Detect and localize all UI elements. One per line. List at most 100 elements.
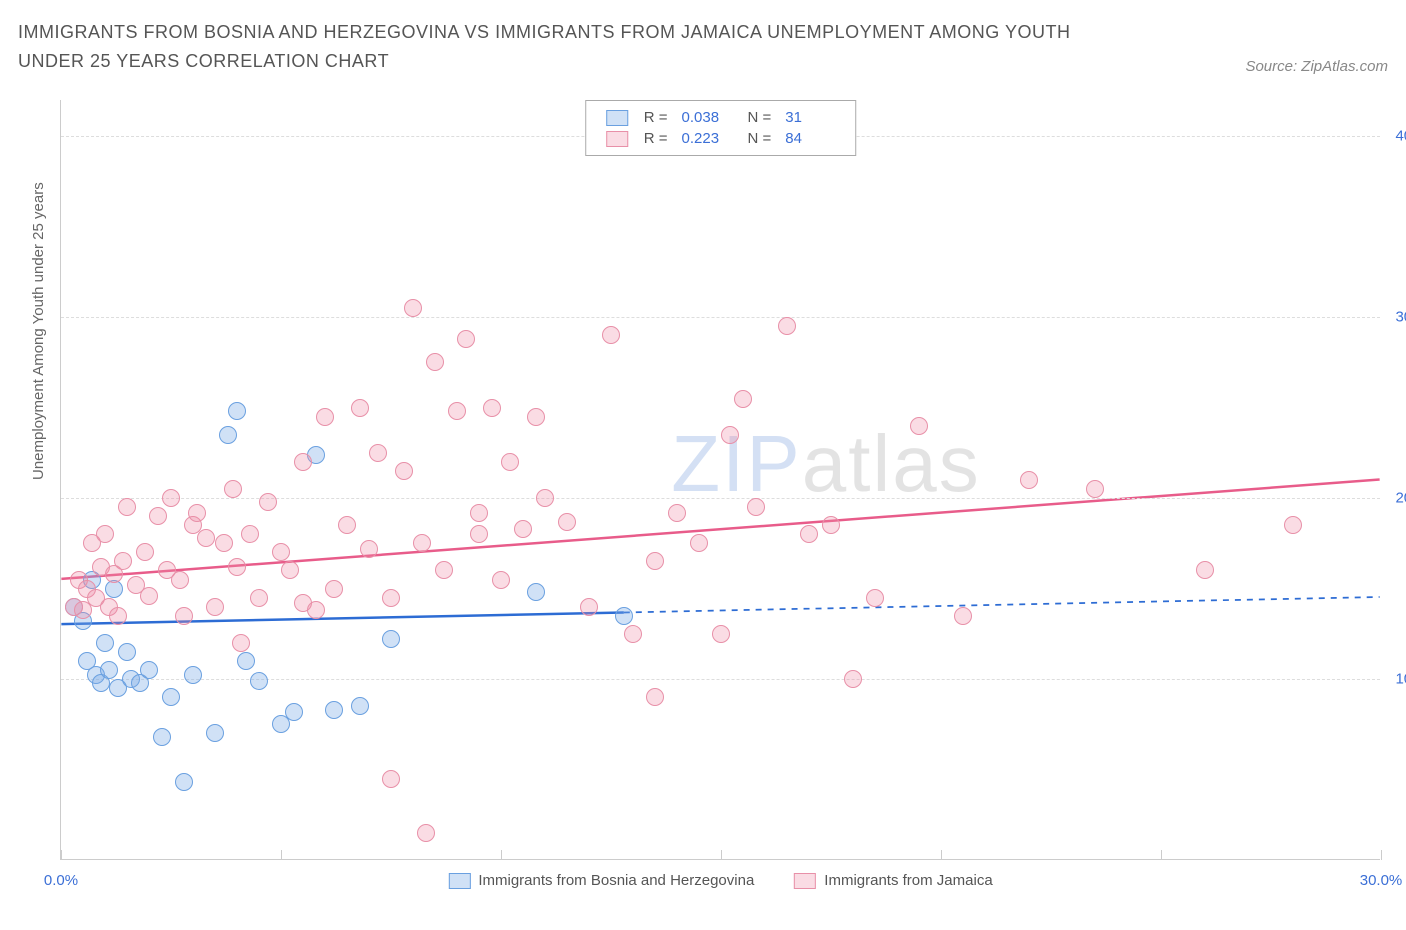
x-tick	[281, 850, 282, 860]
scatter-point-bosnia	[285, 703, 303, 721]
scatter-point-jamaica	[668, 504, 686, 522]
gridline	[61, 317, 1380, 318]
scatter-point-jamaica	[224, 480, 242, 498]
trend-line-dashed-bosnia	[624, 597, 1380, 613]
scatter-point-jamaica	[527, 408, 545, 426]
scatter-point-jamaica	[1020, 471, 1038, 489]
scatter-point-jamaica	[417, 824, 435, 842]
scatter-point-jamaica	[395, 462, 413, 480]
scatter-point-jamaica	[910, 417, 928, 435]
legend-label-bosnia: Immigrants from Bosnia and Herzegovina	[478, 872, 754, 889]
scatter-point-jamaica	[136, 543, 154, 561]
scatter-point-bosnia	[527, 583, 545, 601]
plot-area: R = 0.038 N = 31 R = 0.223 N = 84 ZIPatl…	[60, 100, 1380, 860]
y-tick-label: 30.0%	[1383, 309, 1406, 326]
y-tick-label: 10.0%	[1383, 671, 1406, 688]
scatter-point-jamaica	[624, 625, 642, 643]
scatter-point-jamaica	[109, 607, 127, 625]
legend-n-label: N =	[748, 130, 772, 147]
scatter-point-bosnia	[382, 630, 400, 648]
scatter-point-jamaica	[382, 770, 400, 788]
scatter-point-jamaica	[1196, 561, 1214, 579]
header-row: IMMIGRANTS FROM BOSNIA AND HERZEGOVINA V…	[18, 18, 1388, 76]
legend-swatch-jamaica	[606, 131, 628, 147]
scatter-point-jamaica	[536, 489, 554, 507]
scatter-point-jamaica	[747, 498, 765, 516]
y-axis-label: Unemployment Among Youth under 25 years	[30, 182, 47, 480]
legend-r-value-bosnia: 0.038	[682, 109, 732, 126]
x-tick	[61, 850, 62, 860]
scatter-point-bosnia	[118, 643, 136, 661]
scatter-point-jamaica	[360, 540, 378, 558]
scatter-point-jamaica	[721, 426, 739, 444]
scatter-point-bosnia	[162, 688, 180, 706]
scatter-point-bosnia	[228, 402, 246, 420]
watermark-atlas: atlas	[802, 419, 981, 508]
scatter-point-jamaica	[404, 299, 422, 317]
scatter-point-bosnia	[96, 634, 114, 652]
scatter-point-jamaica	[844, 670, 862, 688]
scatter-point-jamaica	[501, 453, 519, 471]
scatter-point-jamaica	[800, 525, 818, 543]
scatter-point-jamaica	[712, 625, 730, 643]
legend-bottom: Immigrants from Bosnia and Herzegovina I…	[448, 872, 992, 889]
scatter-point-jamaica	[232, 634, 250, 652]
scatter-point-jamaica	[228, 558, 246, 576]
scatter-point-jamaica	[413, 534, 431, 552]
legend-swatch-jamaica	[794, 873, 816, 889]
scatter-point-bosnia	[615, 607, 633, 625]
chart-title: IMMIGRANTS FROM BOSNIA AND HERZEGOVINA V…	[18, 18, 1118, 76]
scatter-point-jamaica	[492, 571, 510, 589]
chart-svg-overlay	[61, 100, 1380, 859]
scatter-point-jamaica	[866, 589, 884, 607]
x-tick	[1161, 850, 1162, 860]
scatter-point-jamaica	[215, 534, 233, 552]
scatter-point-jamaica	[1284, 516, 1302, 534]
scatter-point-jamaica	[96, 525, 114, 543]
scatter-point-jamaica	[426, 353, 444, 371]
scatter-point-jamaica	[149, 507, 167, 525]
legend-swatch-bosnia	[606, 110, 628, 126]
x-tick-label: 30.0%	[1360, 872, 1403, 889]
scatter-point-bosnia	[175, 773, 193, 791]
scatter-point-jamaica	[188, 504, 206, 522]
legend-item-bosnia: Immigrants from Bosnia and Herzegovina	[448, 872, 754, 889]
scatter-point-jamaica	[162, 489, 180, 507]
legend-r-label: R =	[644, 109, 668, 126]
legend-n-label: N =	[748, 109, 772, 126]
scatter-point-bosnia	[250, 672, 268, 690]
scatter-point-jamaica	[114, 552, 132, 570]
scatter-point-jamaica	[457, 330, 475, 348]
legend-label-jamaica: Immigrants from Jamaica	[824, 872, 992, 889]
scatter-point-jamaica	[734, 390, 752, 408]
scatter-point-jamaica	[448, 402, 466, 420]
scatter-point-jamaica	[1086, 480, 1104, 498]
scatter-point-jamaica	[822, 516, 840, 534]
watermark: ZIPatlas	[671, 418, 980, 510]
scatter-point-bosnia	[351, 697, 369, 715]
trend-line-jamaica	[61, 480, 1379, 579]
scatter-point-jamaica	[435, 561, 453, 579]
scatter-point-jamaica	[250, 589, 268, 607]
scatter-point-bosnia	[237, 652, 255, 670]
scatter-point-jamaica	[325, 580, 343, 598]
x-tick	[1381, 850, 1382, 860]
scatter-point-jamaica	[338, 516, 356, 534]
trend-line-bosnia	[61, 613, 623, 625]
scatter-point-jamaica	[646, 688, 664, 706]
scatter-point-jamaica	[294, 453, 312, 471]
scatter-point-jamaica	[558, 513, 576, 531]
scatter-point-bosnia	[140, 661, 158, 679]
scatter-point-bosnia	[153, 728, 171, 746]
scatter-point-jamaica	[272, 543, 290, 561]
scatter-point-jamaica	[646, 552, 664, 570]
x-tick	[501, 850, 502, 860]
legend-swatch-bosnia	[448, 873, 470, 889]
scatter-point-jamaica	[369, 444, 387, 462]
scatter-point-jamaica	[470, 504, 488, 522]
scatter-point-bosnia	[184, 666, 202, 684]
scatter-point-jamaica	[118, 498, 136, 516]
scatter-point-jamaica	[580, 598, 598, 616]
source-label: Source: ZipAtlas.com	[1245, 58, 1388, 75]
legend-stats-box: R = 0.038 N = 31 R = 0.223 N = 84	[585, 100, 857, 156]
